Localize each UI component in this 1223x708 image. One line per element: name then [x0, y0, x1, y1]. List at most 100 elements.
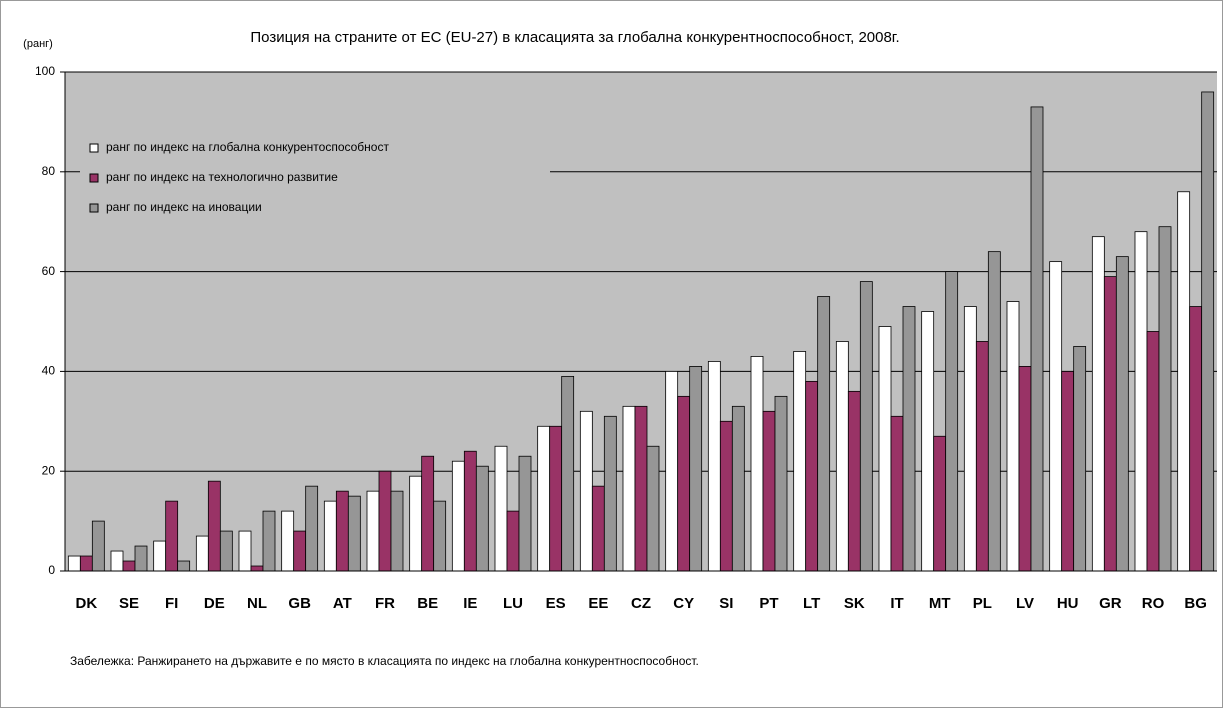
- note: Забележка: Ранжирането на държавите е по…: [70, 654, 699, 668]
- bar: [1146, 331, 1160, 572]
- x-tick-label: HU: [1057, 595, 1079, 612]
- x-tick-label: LU: [503, 595, 523, 612]
- x-tick-label: SK: [844, 595, 865, 612]
- bar: [110, 550, 124, 572]
- bar: [1030, 106, 1044, 572]
- bar: [890, 415, 904, 572]
- x-tick-label: PT: [759, 595, 778, 612]
- x-tick-label: MT: [929, 595, 951, 612]
- bar: [975, 341, 989, 572]
- y-tick-label: 40: [42, 364, 56, 378]
- x-tick-label: DK: [75, 595, 97, 612]
- bar: [134, 545, 148, 572]
- bar: [293, 530, 307, 572]
- x-tick-label: ES: [546, 595, 566, 612]
- bar: [646, 445, 660, 572]
- bar: [987, 251, 1001, 572]
- y-axis-label: (ранг): [23, 38, 53, 50]
- bar: [335, 490, 349, 572]
- bar: [433, 500, 447, 572]
- legend-box: [80, 132, 550, 222]
- bar: [579, 410, 593, 572]
- legend-swatch: [89, 203, 99, 213]
- bar: [207, 480, 221, 572]
- bar: [963, 306, 977, 572]
- x-tick-label: IT: [890, 595, 903, 612]
- bar: [945, 271, 959, 572]
- chart-title: Позиция на страните от ЕС (EU-27) в клас…: [250, 29, 899, 46]
- bar: [409, 475, 423, 572]
- legend-label: ранг по индекс на технологично развитие: [106, 170, 338, 184]
- bar: [506, 510, 520, 572]
- bar: [250, 565, 264, 572]
- bar: [750, 356, 764, 572]
- bar: [835, 341, 849, 572]
- bar: [921, 311, 935, 572]
- bar: [707, 361, 721, 572]
- bar: [933, 435, 947, 572]
- y-tick-label: 80: [42, 164, 56, 178]
- x-tick-label: FR: [375, 595, 395, 612]
- bar: [537, 425, 551, 572]
- legend-swatch: [89, 173, 99, 183]
- bar: [1049, 261, 1063, 572]
- x-tick-label: AT: [333, 595, 352, 612]
- legend-label: ранг по индекс на глобална конкурентоспо…: [106, 140, 389, 154]
- x-tick-label: IE: [463, 595, 477, 612]
- bar: [366, 490, 380, 572]
- bar: [165, 500, 179, 572]
- bar: [731, 405, 745, 572]
- bar: [878, 326, 892, 572]
- bar: [774, 395, 788, 572]
- bar: [1177, 191, 1191, 572]
- bar: [591, 485, 605, 572]
- y-tick-label: 0: [48, 563, 55, 577]
- bar: [762, 410, 776, 572]
- bar: [549, 425, 563, 572]
- bar: [323, 500, 337, 572]
- bar: [238, 530, 252, 572]
- bar: [494, 445, 508, 572]
- bar: [219, 530, 233, 572]
- legend-swatch: [89, 143, 99, 153]
- bar: [1103, 276, 1117, 572]
- bar: [518, 455, 532, 572]
- bar: [153, 540, 167, 572]
- bar: [689, 366, 703, 572]
- bar: [1201, 91, 1215, 572]
- bar: [177, 560, 191, 572]
- bar: [195, 535, 209, 572]
- bar: [463, 450, 477, 572]
- bar: [859, 281, 873, 572]
- x-tick-label: CY: [673, 595, 694, 612]
- bar: [665, 370, 679, 572]
- bar: [122, 560, 136, 572]
- bar: [1134, 231, 1148, 572]
- y-tick-label: 60: [42, 264, 56, 278]
- bar: [805, 380, 819, 572]
- x-tick-label: BG: [1184, 595, 1207, 612]
- y-tick-label: 20: [42, 463, 56, 477]
- bar: [421, 455, 435, 572]
- bar: [1091, 236, 1105, 572]
- legend-label: ранг по индекс на иновации: [106, 200, 262, 214]
- x-tick-label: LV: [1016, 595, 1034, 612]
- x-tick-label: GR: [1099, 595, 1122, 612]
- x-tick-label: RO: [1142, 595, 1165, 612]
- bar: [793, 351, 807, 572]
- bar: [847, 390, 861, 572]
- y-tick-label: 100: [35, 64, 55, 78]
- bar: [305, 485, 319, 572]
- x-tick-label: GB: [288, 595, 311, 612]
- bar: [1189, 306, 1203, 572]
- bar: [67, 555, 81, 572]
- bar: [475, 465, 489, 572]
- x-tick-label: LT: [803, 595, 820, 612]
- x-tick-label: SI: [719, 595, 733, 612]
- x-tick-label: DE: [204, 595, 225, 612]
- x-tick-label: BE: [417, 595, 438, 612]
- bar: [451, 460, 465, 572]
- bar: [262, 510, 276, 572]
- bar: [390, 490, 404, 572]
